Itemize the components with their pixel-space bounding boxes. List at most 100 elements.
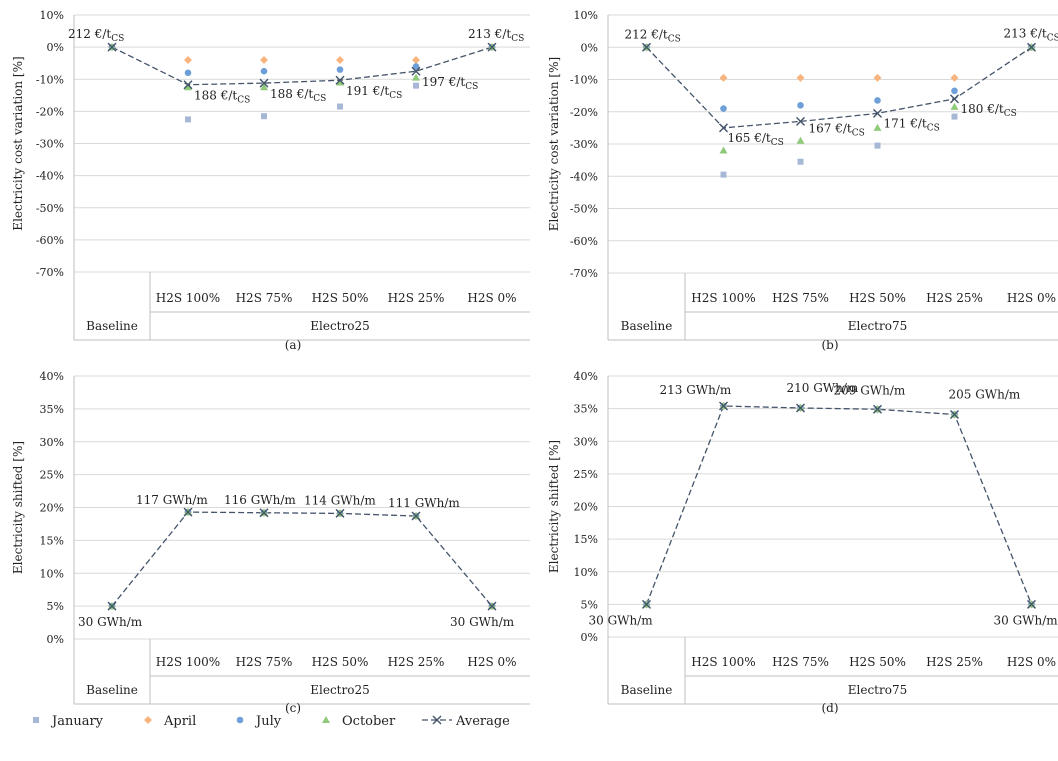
marker-april bbox=[184, 55, 192, 64]
x-tick-label: H2S 25% bbox=[926, 291, 983, 305]
marker-average bbox=[335, 508, 345, 518]
data-label-subscript: CS bbox=[111, 34, 124, 44]
group-label-scenario: Electro75 bbox=[848, 319, 907, 333]
x-tick-label: H2S 25% bbox=[388, 291, 445, 305]
data-label-subscript: CS bbox=[927, 123, 940, 133]
marker-april bbox=[144, 716, 152, 724]
marker-average bbox=[873, 108, 882, 118]
legend-label: April bbox=[163, 714, 196, 729]
data-label-subscript: CS bbox=[668, 34, 681, 44]
y-tick-label: 5% bbox=[47, 600, 64, 613]
x-tick-label: H2S 25% bbox=[926, 655, 983, 669]
marker-april bbox=[950, 73, 959, 82]
marker-october bbox=[260, 83, 268, 91]
x-tick-label: H2S 50% bbox=[849, 291, 906, 305]
y-tick-label: 10% bbox=[574, 566, 598, 579]
y-tick-label: -60% bbox=[570, 235, 598, 248]
y-tick-label: -50% bbox=[36, 202, 64, 215]
x-tick-label: H2S 75% bbox=[772, 655, 829, 669]
marker-average bbox=[259, 78, 269, 88]
marker-january bbox=[874, 142, 881, 149]
data-label-value: 213 GWh/m bbox=[660, 383, 732, 397]
legend-label: Average bbox=[455, 714, 510, 729]
marker-july bbox=[874, 97, 881, 104]
legend-item-july: July bbox=[236, 714, 282, 729]
marker-january bbox=[337, 103, 343, 110]
x-tick-label: H2S 100% bbox=[691, 291, 755, 305]
marker-average bbox=[796, 116, 805, 126]
marker-average-stroke bbox=[183, 80, 193, 90]
data-label-subscript: CS bbox=[237, 96, 250, 106]
data-label-value: 117 GWh/m bbox=[136, 493, 208, 507]
marker-october bbox=[184, 83, 192, 91]
data-label: 213 €/tCS bbox=[1004, 26, 1058, 43]
y-tick-label: 30% bbox=[40, 436, 64, 449]
average-line bbox=[646, 46, 1032, 129]
marker-average-stroke bbox=[796, 116, 805, 126]
data-label-value: 114 GWh/m bbox=[304, 493, 376, 507]
average-line bbox=[111, 511, 493, 607]
marker-average bbox=[259, 508, 269, 518]
marker-average-stroke bbox=[107, 42, 117, 52]
data-label: 165 €/tCS bbox=[728, 131, 784, 148]
data-label: 209 GWh/m bbox=[834, 383, 906, 397]
y-axis-label: Electricity cost variation [%] bbox=[547, 57, 561, 231]
data-label-value: 180 €/t bbox=[961, 102, 1004, 116]
marker-average bbox=[796, 403, 805, 413]
y-tick-label: 35% bbox=[40, 403, 64, 416]
legend-label: October bbox=[342, 714, 396, 729]
data-label-value: 213 €/t bbox=[1004, 26, 1047, 40]
marker-average bbox=[642, 599, 651, 609]
marker-average bbox=[183, 80, 193, 90]
data-label-value: 111 GWh/m bbox=[388, 496, 460, 510]
marker-april bbox=[336, 55, 344, 64]
data-label-value: 213 €/t bbox=[468, 27, 511, 41]
x-tick-label: H2S 75% bbox=[236, 291, 293, 305]
marker-april bbox=[873, 73, 882, 82]
group-label-scenario: Electro25 bbox=[310, 319, 369, 333]
y-tick-label: 40% bbox=[40, 370, 64, 383]
y-tick-label: 20% bbox=[40, 502, 64, 515]
y-tick-label: 0% bbox=[581, 41, 598, 54]
y-tick-label: 40% bbox=[574, 370, 598, 383]
marker-july bbox=[951, 87, 958, 95]
marker-average-stroke bbox=[411, 66, 421, 76]
x-tick-label: H2S 0% bbox=[1007, 291, 1056, 305]
legend-item-april: April bbox=[144, 714, 196, 729]
data-label: 30 GWh/m bbox=[450, 615, 515, 629]
marker-january bbox=[33, 717, 39, 723]
data-label-value: 188 €/t bbox=[270, 87, 313, 101]
y-tick-label: 5% bbox=[581, 598, 598, 611]
y-tick-label: -40% bbox=[36, 170, 64, 183]
marker-october bbox=[950, 102, 959, 110]
data-label-subscript: CS bbox=[1004, 109, 1017, 119]
data-label-value: 30 GWh/m bbox=[994, 613, 1058, 627]
marker-july bbox=[797, 102, 804, 109]
y-tick-label: -50% bbox=[570, 203, 598, 216]
marker-average bbox=[183, 507, 193, 517]
marker-january bbox=[413, 82, 419, 89]
y-tick-label: -70% bbox=[570, 267, 598, 280]
marker-april bbox=[796, 73, 805, 82]
x-tick-label: H2S 75% bbox=[236, 655, 293, 669]
y-tick-label: 15% bbox=[40, 534, 64, 547]
marker-average-stroke bbox=[432, 715, 442, 725]
data-label-value: 30 GWh/m bbox=[450, 615, 515, 629]
data-label-value: 171 €/t bbox=[884, 116, 927, 130]
data-label: 117 GWh/m bbox=[136, 493, 208, 507]
y-tick-label: 10% bbox=[574, 9, 598, 22]
marker-average-stroke bbox=[335, 75, 345, 85]
marker-average bbox=[107, 601, 117, 611]
marker-average bbox=[1027, 599, 1036, 609]
marker-october bbox=[796, 136, 805, 144]
marker-average-stroke bbox=[1027, 42, 1036, 52]
group-label-scenario: Electro25 bbox=[310, 683, 369, 697]
legend: January April July October Average bbox=[33, 714, 510, 729]
data-label: 167 €/tCS bbox=[809, 121, 865, 138]
legend-item-october: October bbox=[322, 714, 396, 729]
data-label-subscript: CS bbox=[389, 91, 402, 101]
y-tick-label: -10% bbox=[36, 73, 64, 86]
data-label-subscript: CS bbox=[465, 82, 478, 92]
marker-july bbox=[336, 66, 344, 73]
